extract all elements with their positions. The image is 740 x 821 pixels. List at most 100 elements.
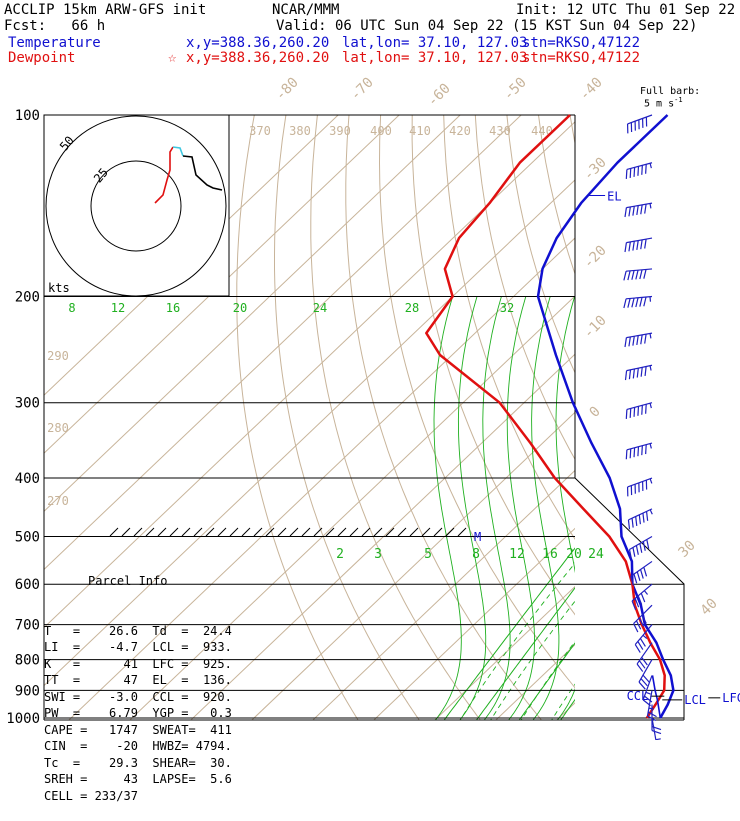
wind-barb-flag bbox=[647, 511, 648, 520]
theta-label: 370 bbox=[249, 124, 271, 138]
pressure-label: 800 bbox=[15, 653, 40, 669]
hatch-mark bbox=[194, 528, 202, 536]
wind-barb-flag bbox=[637, 368, 638, 377]
mixing-ratio-line bbox=[618, 297, 740, 731]
parcel-row: T = 26.6 Td = 24.4 bbox=[44, 623, 244, 640]
hatch-mark bbox=[338, 528, 346, 536]
wind-barb-flag bbox=[641, 240, 642, 249]
wind-barb-flag bbox=[633, 547, 635, 556]
isotherm-label: -80 bbox=[273, 75, 302, 104]
mixing-label: 24 bbox=[588, 547, 604, 562]
dry-adiabat-line bbox=[507, 115, 740, 731]
moist-dashed-line bbox=[606, 557, 733, 731]
wind-barb-flag bbox=[644, 567, 647, 576]
wind-barb-half bbox=[650, 333, 651, 338]
wind-barb-flag bbox=[632, 298, 634, 307]
theta-label: 430 bbox=[489, 124, 511, 138]
hatch-mark bbox=[254, 528, 262, 536]
moist-dashed-line bbox=[484, 557, 611, 731]
pressure-label: 600 bbox=[15, 577, 40, 593]
wind-barb-flag bbox=[625, 208, 626, 217]
wind-barb-flag bbox=[629, 370, 630, 379]
isotherm-line bbox=[363, 115, 740, 731]
wind-barb-flag bbox=[637, 572, 640, 581]
parcel-row: K = 41 LFC = 925. bbox=[44, 656, 244, 673]
parcel-row: CIN = -20 HWBZ= 4794. bbox=[44, 738, 244, 755]
parcel-row: TT = 47 EL = 136. bbox=[44, 672, 244, 689]
pressure-label: 100 bbox=[15, 108, 40, 124]
mixing-label: 12 bbox=[111, 301, 125, 315]
wind-barb-flag bbox=[638, 641, 643, 649]
pressure-label: 700 bbox=[15, 618, 40, 634]
wind-barb-flag bbox=[641, 205, 642, 214]
wind-barb-flag bbox=[641, 569, 644, 578]
pressure-label: 300 bbox=[15, 396, 40, 412]
wind-barb-flag bbox=[642, 446, 643, 455]
wind-barb-flag bbox=[635, 645, 640, 653]
parcel-info-title: Parcel Info bbox=[44, 573, 244, 590]
hatch-mark bbox=[410, 528, 418, 536]
wind-barb-flag bbox=[637, 336, 638, 345]
parcel-row: CAPE = 1747 SWEAT= 411 bbox=[44, 722, 244, 739]
wind-barb-flag bbox=[630, 449, 631, 458]
mixing-ratio-line bbox=[640, 297, 740, 731]
wind-barb bbox=[631, 561, 652, 585]
hatch-mark bbox=[122, 528, 130, 536]
wind-barb-staff bbox=[652, 718, 657, 740]
wind-barb-flag bbox=[638, 166, 639, 175]
wind-barb-half bbox=[649, 708, 654, 709]
wind-barb-half bbox=[650, 366, 651, 371]
dry-adiabat-line bbox=[602, 115, 740, 731]
mixing-label: 2 bbox=[336, 547, 344, 562]
mixing-ratio-line bbox=[688, 297, 740, 731]
wind-barb-flag bbox=[645, 204, 646, 213]
wind-barb-flag bbox=[633, 336, 634, 345]
wind-barbs bbox=[624, 115, 666, 740]
wind-barb-flag bbox=[640, 543, 642, 552]
mixing-ratio-lines bbox=[426, 297, 740, 731]
pressure-label: 400 bbox=[15, 471, 40, 487]
parcel-row: Tc = 29.3 SHEAR= 30. bbox=[44, 755, 244, 772]
mixing-label: 20 bbox=[566, 547, 582, 562]
el-label: EL bbox=[607, 190, 621, 204]
hatch-mark bbox=[422, 528, 430, 536]
wind-barb-flag bbox=[636, 270, 638, 279]
wind-barb-flag bbox=[634, 574, 637, 583]
wind-barb-half bbox=[644, 591, 647, 595]
wind-barb-flag bbox=[644, 269, 646, 278]
hatch-mark bbox=[314, 528, 322, 536]
wind-barb bbox=[629, 536, 652, 558]
mixing-label: 16 bbox=[166, 301, 180, 315]
wind-barb-flag bbox=[634, 407, 635, 416]
hodograph-unit-label: kts bbox=[48, 281, 70, 295]
wind-barb-half bbox=[650, 510, 652, 515]
theta-label: 390 bbox=[329, 124, 351, 138]
wind-barb-flag bbox=[637, 241, 638, 250]
hatch-mark bbox=[230, 528, 238, 536]
wind-barb-flag bbox=[645, 334, 646, 343]
wind-barb bbox=[624, 297, 652, 308]
wind-barb-flag bbox=[640, 297, 642, 306]
wind-barb-flag bbox=[626, 371, 627, 380]
hatch-mark bbox=[182, 528, 190, 536]
wind-barb-flag bbox=[626, 169, 627, 178]
isotherm-label: -40 bbox=[577, 75, 606, 104]
hatch-mark bbox=[398, 528, 406, 536]
isotherm-label: -50 bbox=[501, 75, 530, 104]
theta-label: 380 bbox=[289, 124, 311, 138]
pressure-label: 200 bbox=[15, 290, 40, 306]
mixing-label: 12 bbox=[509, 547, 525, 562]
wind-barb-flag bbox=[628, 271, 630, 280]
dry-adiabat-lines bbox=[237, 115, 740, 731]
theta-label: 290 bbox=[47, 349, 69, 363]
lfc-label: LFC bbox=[722, 691, 740, 705]
mixing-label: 20 bbox=[233, 301, 247, 315]
mixing-label: 8 bbox=[68, 301, 75, 315]
mixing-label: 16 bbox=[542, 547, 558, 562]
hatch-mark bbox=[170, 528, 178, 536]
hatch-mark bbox=[302, 528, 310, 536]
wind-barb bbox=[626, 443, 652, 459]
hatch-mark bbox=[242, 528, 250, 536]
wind-barb-flag bbox=[643, 513, 644, 522]
wind-barb bbox=[625, 333, 652, 347]
